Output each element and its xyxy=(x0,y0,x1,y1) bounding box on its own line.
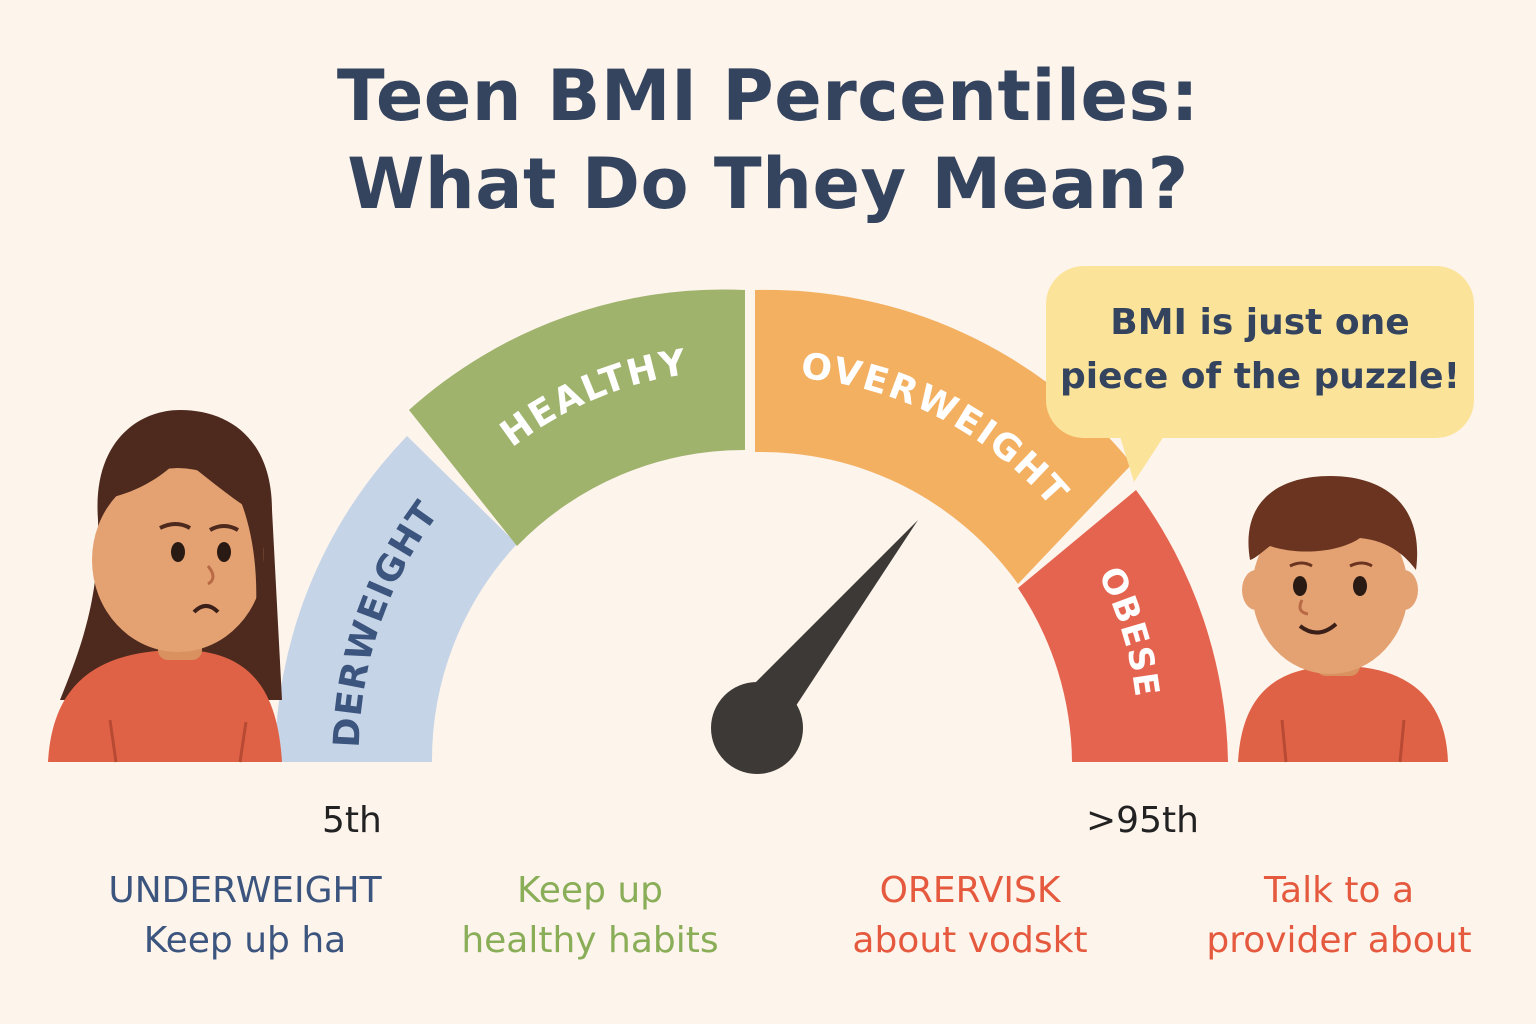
speech-bubble-line-2: piece of the puzzle! xyxy=(1059,356,1460,397)
title-line-2: What Do They Mean? xyxy=(347,143,1189,225)
caption-underweight: UNDERWEIGHT Keep uþ ha xyxy=(30,866,460,966)
caption-obese: Talk to a provider about xyxy=(1172,866,1506,966)
speech-bubble-line-1: BMI is just one xyxy=(1110,302,1410,343)
gauge-needle xyxy=(711,520,918,774)
caption-overweight-line-1: ORERVISK xyxy=(879,870,1061,911)
caption-healthy: Keep up healthy habits xyxy=(420,866,760,966)
speech-bubble-text: BMI is just one piece of the puzzle! xyxy=(1046,296,1474,404)
caption-underweight-line-1: UNDERWEIGHT xyxy=(108,870,382,911)
tick-label-95th: >95th xyxy=(1086,800,1199,841)
caption-obese-line-2: provider about xyxy=(1206,920,1472,961)
caption-healthy-line-2: healthy habits xyxy=(461,920,719,961)
caption-overweight-line-2: about vodskt xyxy=(852,920,1088,961)
gauge-segment-overweight xyxy=(755,289,1132,584)
gauge-segment-healthy xyxy=(409,289,745,546)
girl-character xyxy=(48,410,282,763)
title-line-1: Teen BMI Percentiles: xyxy=(336,55,1200,137)
boy-character xyxy=(1238,476,1448,763)
caption-healthy-line-1: Keep up xyxy=(516,870,664,911)
caption-obese-line-1: Talk to a xyxy=(1263,870,1415,911)
caption-overweight: ORERVISK about vodskt xyxy=(800,866,1140,966)
tick-label-5th: 5th xyxy=(322,800,382,841)
speech-bubble-tail xyxy=(1118,430,1168,482)
caption-underweight-line-2: Keep uþ ha xyxy=(143,920,347,961)
speech-bubble xyxy=(1046,266,1474,438)
gauge-segment-underweight xyxy=(275,436,517,762)
page-title: Teen BMI Percentiles: What Do They Mean? xyxy=(0,52,1536,228)
gauge-segment-obese xyxy=(1018,490,1228,762)
